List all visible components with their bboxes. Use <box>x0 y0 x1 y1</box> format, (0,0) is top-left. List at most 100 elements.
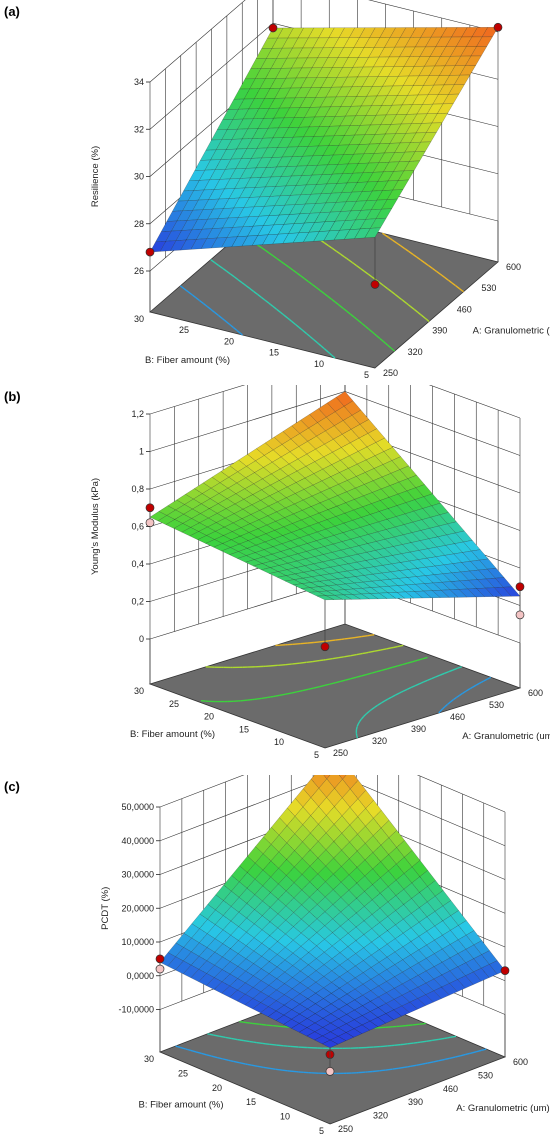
contour-segment <box>454 1055 461 1058</box>
contour-segment <box>215 262 219 266</box>
contour-segment <box>334 301 339 305</box>
y-tick-label: 15 <box>239 724 249 734</box>
contour-segment <box>469 686 474 690</box>
contour-segment <box>344 637 349 640</box>
contour-segment <box>461 290 464 293</box>
contour-segment <box>426 1039 432 1042</box>
y-tick-label: 25 <box>178 1068 188 1078</box>
y-tick-label: 25 <box>179 325 189 335</box>
surface-cell <box>316 595 334 601</box>
contour-segment <box>355 675 362 678</box>
contour-segment <box>282 1069 288 1072</box>
contour-segment <box>380 700 386 704</box>
contour-segment <box>236 330 242 335</box>
contour-segment <box>260 296 265 300</box>
contour-segment <box>214 261 217 265</box>
contour-segment <box>236 278 239 281</box>
contour-segment <box>432 267 436 271</box>
contour-segment <box>433 1060 440 1063</box>
y-axis: 5 10 15 20 25 30 B: Fiber amount (%) <box>139 1054 325 1136</box>
contour-segment <box>306 660 314 664</box>
contour-segment <box>389 238 394 241</box>
contour-segment <box>407 303 411 307</box>
surface-plot-c: (c) -10,0000 0,0000 10,0000 20,0000 30,0000 40… <box>4 775 550 1136</box>
z-tick-label: 0,0000 <box>126 971 154 981</box>
contour-segment <box>368 650 375 654</box>
contour-segment <box>275 1068 283 1071</box>
contour-segment <box>180 1046 186 1050</box>
contour-segment <box>449 669 454 673</box>
contour-segment <box>252 1022 260 1025</box>
contour-segment <box>381 232 386 236</box>
design-point-below <box>515 610 525 620</box>
contour-segment <box>396 663 403 667</box>
contour-segment <box>308 687 314 691</box>
contour-segment <box>306 333 311 338</box>
contour-segment <box>346 310 351 315</box>
contour-segment <box>312 659 320 663</box>
contour-segment <box>444 1057 450 1061</box>
contour-segment <box>444 671 449 675</box>
contour-segment <box>457 666 462 670</box>
floor-contours <box>200 633 492 739</box>
response-surface <box>149 391 521 601</box>
contour-floor <box>148 623 522 749</box>
x-tick-label: 460 <box>457 304 472 314</box>
contour-segment <box>318 684 325 688</box>
contour-segment <box>400 245 406 250</box>
contour-segment <box>247 1063 252 1066</box>
z-tick-label: 10,0000 <box>121 937 154 947</box>
contour-segment <box>256 1041 264 1045</box>
contour-segment <box>263 298 266 301</box>
contour-segment <box>263 1066 270 1070</box>
x-tick-label: 530 <box>489 700 504 710</box>
y-axis: 5 10 15 20 25 30 B: Fiber amount (%) <box>134 314 369 380</box>
contour-segment <box>338 252 341 255</box>
contour-segment <box>402 662 408 666</box>
x-tick-label: 320 <box>373 1111 388 1121</box>
contour-segment <box>354 635 362 639</box>
contour-segment <box>468 687 471 690</box>
y-tick-label: 10 <box>280 1112 290 1122</box>
contour-segment <box>270 695 274 698</box>
contour-segment <box>361 673 367 677</box>
y-tick-label: 15 <box>269 348 279 358</box>
contour-segment <box>266 1024 273 1027</box>
x-tick-label: 530 <box>481 283 496 293</box>
contour-segment <box>241 282 245 285</box>
contour-segment <box>431 676 437 680</box>
contour-segment <box>361 715 365 720</box>
z-tick-label: 28 <box>134 219 144 229</box>
x-tick-label: 390 <box>408 1097 423 1107</box>
contour-segment <box>230 1060 234 1063</box>
contour-segment <box>376 669 383 673</box>
contour-segment <box>486 676 492 680</box>
contour-segment <box>210 308 213 311</box>
contour-segment <box>356 723 359 727</box>
design-points <box>145 22 503 289</box>
contour-segment <box>368 328 374 333</box>
contour-segment <box>317 288 321 291</box>
contour-segment <box>311 283 317 289</box>
contour-segment <box>227 1059 231 1062</box>
contour-segment <box>383 285 388 290</box>
contour-segment <box>205 304 208 308</box>
contour-segment <box>450 699 454 703</box>
contour-segment <box>294 323 300 328</box>
contour-segment <box>377 702 382 706</box>
contour-segment <box>239 1039 244 1042</box>
contour-segment <box>447 701 451 705</box>
z-tick-label: 0,8 <box>131 484 144 494</box>
contour-segment <box>216 1056 223 1060</box>
design-points <box>155 954 510 1076</box>
contour-segment <box>210 259 216 264</box>
contour-segment <box>283 262 286 265</box>
y-tick-label: 30 <box>134 686 144 696</box>
x-tick-label: 600 <box>506 262 521 272</box>
contour-segment <box>287 317 290 320</box>
contour-segment <box>337 303 340 306</box>
contour-segment <box>416 256 421 261</box>
contour-segment <box>439 672 445 676</box>
wall-gridline <box>159 775 506 813</box>
contour-segment <box>298 326 302 330</box>
